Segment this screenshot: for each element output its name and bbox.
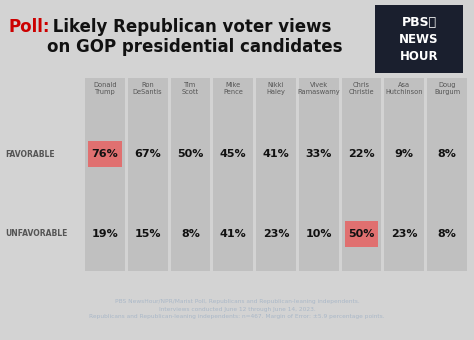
Text: Tim
Scott: Tim Scott bbox=[182, 82, 199, 95]
Text: Ron
DeSantis: Ron DeSantis bbox=[133, 82, 163, 95]
Text: 41%: 41% bbox=[220, 229, 246, 239]
Text: Poll:: Poll: bbox=[8, 18, 49, 36]
Text: Vivek
Ramaswamy: Vivek Ramaswamy bbox=[298, 82, 340, 95]
Text: 45%: 45% bbox=[220, 149, 246, 159]
Text: UNFAVORABLE: UNFAVORABLE bbox=[5, 229, 67, 238]
Bar bbox=[299, 78, 338, 271]
Text: 15%: 15% bbox=[135, 229, 161, 239]
Bar bbox=[256, 78, 296, 271]
Bar bbox=[171, 78, 210, 271]
Text: Doug
Burgum: Doug Burgum bbox=[434, 82, 460, 95]
Text: 33%: 33% bbox=[306, 149, 332, 159]
Bar bbox=[85, 78, 125, 271]
Text: 50%: 50% bbox=[348, 229, 375, 239]
Text: 10%: 10% bbox=[306, 229, 332, 239]
Bar bbox=[375, 5, 463, 73]
Bar bbox=[345, 221, 378, 247]
Text: 8%: 8% bbox=[438, 229, 456, 239]
Text: NEWS: NEWS bbox=[399, 33, 439, 46]
Bar bbox=[213, 78, 253, 271]
Text: 67%: 67% bbox=[134, 149, 161, 159]
Text: PBSⓄ: PBSⓄ bbox=[401, 16, 437, 29]
Bar bbox=[128, 78, 167, 271]
Text: 50%: 50% bbox=[177, 149, 204, 159]
Text: Nikki
Haley: Nikki Haley bbox=[266, 82, 285, 95]
Text: 41%: 41% bbox=[263, 149, 289, 159]
Bar bbox=[384, 78, 424, 271]
Text: PBS NewsHour/NPR/Marist Poll, Republicans and Republican-leaning independents.
I: PBS NewsHour/NPR/Marist Poll, Republican… bbox=[89, 299, 385, 319]
Text: FAVORABLE: FAVORABLE bbox=[5, 150, 55, 159]
Text: Chris
Christie: Chris Christie bbox=[349, 82, 374, 95]
Text: 22%: 22% bbox=[348, 149, 375, 159]
Text: Likely Republican voter views
on GOP presidential candidates: Likely Republican voter views on GOP pre… bbox=[47, 18, 343, 56]
Text: 76%: 76% bbox=[91, 149, 118, 159]
Text: Donald
Trump: Donald Trump bbox=[93, 82, 117, 95]
Text: 23%: 23% bbox=[263, 229, 289, 239]
Text: 8%: 8% bbox=[438, 149, 456, 159]
Bar bbox=[342, 78, 382, 271]
Text: 9%: 9% bbox=[395, 149, 414, 159]
Text: Asa
Hutchinson: Asa Hutchinson bbox=[385, 82, 423, 95]
Text: 8%: 8% bbox=[181, 229, 200, 239]
Bar bbox=[88, 141, 122, 167]
Bar bbox=[427, 78, 467, 271]
Text: HOUR: HOUR bbox=[400, 50, 438, 63]
Text: 19%: 19% bbox=[91, 229, 118, 239]
Text: Mike
Pence: Mike Pence bbox=[223, 82, 243, 95]
Text: 23%: 23% bbox=[391, 229, 418, 239]
